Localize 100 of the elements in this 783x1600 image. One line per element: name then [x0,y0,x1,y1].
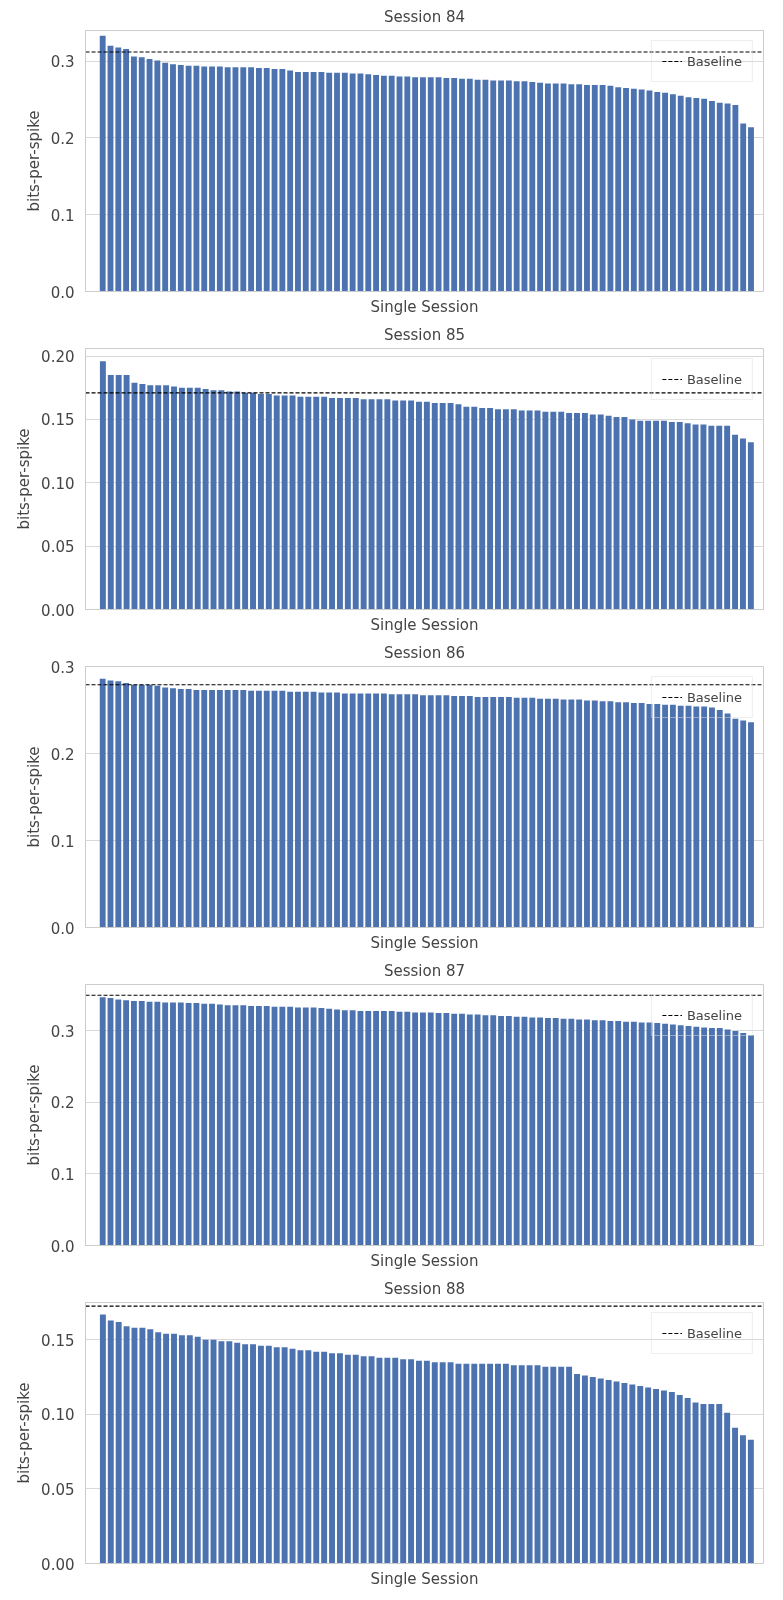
bar [257,1345,264,1564]
bar [740,720,747,928]
bar [676,421,683,610]
bar [194,1336,201,1564]
bar [202,1339,209,1564]
y-tick-label: 0.1 [50,1165,75,1184]
bar [380,1010,387,1246]
bar [209,689,215,928]
bar [170,64,176,292]
bar [471,406,478,610]
bar [273,395,280,610]
legend-label: Baseline [686,1325,742,1341]
bar [439,402,446,610]
bar [552,698,559,928]
bar [281,395,288,610]
bar [576,1019,583,1246]
bar [502,1363,509,1564]
bar [242,392,249,610]
bar [597,1378,604,1564]
bar [392,1357,399,1564]
bar [498,1015,504,1246]
y-tick-label: 0.1 [50,832,75,851]
bar [427,1012,434,1246]
chart-title: Session 87 [383,961,466,980]
y-tick-label: 0.20 [41,348,75,367]
y-tick-label: 0.3 [50,658,75,677]
bar [662,1023,669,1246]
y-tick-label: 0.0 [50,1237,75,1256]
bar [447,402,454,610]
bar [392,400,399,610]
bar [451,78,458,292]
bar [459,1013,465,1246]
bar [502,409,509,610]
bar [99,997,106,1246]
bar [716,102,723,292]
bar [709,101,715,292]
bar [638,89,645,292]
bar [139,1327,146,1564]
y-tick-label: 0.1 [50,206,75,225]
bar [669,94,676,292]
bar [224,1005,231,1246]
bar [645,420,652,610]
bar [709,707,715,928]
y-tick-label: 0.2 [50,1094,75,1113]
bar [740,123,747,292]
bar [131,1000,137,1246]
bar [380,75,387,292]
bar [154,60,161,292]
bar [365,1010,372,1246]
bar [739,438,746,610]
bar [365,693,372,928]
bar [439,1362,446,1564]
bar [115,681,122,928]
bar [216,1004,223,1246]
chart-title: Session 85 [383,325,466,344]
bar [693,1026,700,1246]
bar [154,685,161,928]
bar [490,80,497,292]
bar [568,1018,575,1246]
bar [677,1025,684,1246]
bar [645,1387,652,1564]
bar [404,76,411,292]
bar [341,693,348,928]
x-axis-title: Single Session [370,1251,479,1270]
bar [621,1383,628,1564]
bar [123,1326,130,1564]
bar [630,88,637,292]
y-tick-label: 0.15 [41,411,75,430]
bar [240,689,247,928]
bar [171,1333,177,1564]
bar [466,696,473,928]
chart-title: Session 84 [383,7,466,26]
bar [224,67,231,292]
bar [544,1018,551,1246]
bar [584,85,590,292]
bar [408,1359,415,1564]
bar [542,411,549,610]
y-axis-title: bits-per-spike [15,428,34,530]
bar [732,104,739,292]
bar [273,1347,280,1564]
bar [163,385,170,610]
bar [250,392,256,610]
bar [295,1007,301,1246]
bar [349,693,356,928]
bar [576,84,583,292]
bar [194,387,201,610]
bar [177,689,184,928]
bar [574,1374,580,1564]
bar [740,1033,747,1246]
bar [287,1006,294,1246]
bar [138,684,145,928]
bar [388,75,395,292]
x-axis-title: Single Session [370,933,479,952]
bar [178,1335,185,1564]
bar [279,1006,286,1246]
bar [302,71,309,292]
y-tick-label: 0.2 [50,129,75,148]
bar [597,414,604,610]
bar [138,57,145,292]
bar [526,410,533,610]
